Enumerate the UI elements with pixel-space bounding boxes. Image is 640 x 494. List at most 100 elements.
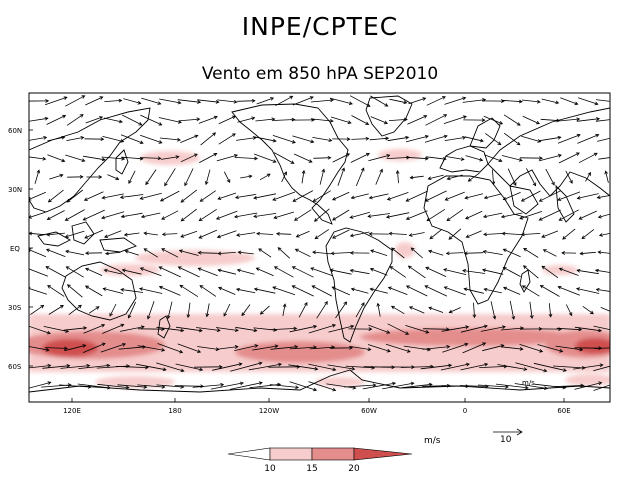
wind-vector-head	[293, 217, 298, 221]
wind-vector-head	[179, 284, 184, 289]
wind-vector	[137, 384, 165, 388]
wind-vector	[100, 343, 126, 353]
wind-vector	[109, 303, 117, 317]
wind-vector	[424, 135, 448, 143]
lat-label: 30N	[8, 186, 22, 194]
wind-vector-head	[84, 285, 89, 290]
wind-vector-head	[368, 327, 373, 331]
wind-vector	[314, 208, 330, 222]
wind-vector	[425, 114, 447, 126]
wind-vector-head	[95, 306, 100, 310]
wind-vector	[105, 251, 121, 255]
wind-vector-head	[505, 384, 509, 389]
wind-vector	[128, 301, 136, 319]
wind-vector	[316, 301, 328, 319]
wind-vector	[309, 346, 335, 350]
wind-vector	[29, 287, 48, 295]
wind-vector	[292, 190, 314, 202]
wind-vector-head	[304, 301, 308, 306]
wind-vector	[597, 137, 610, 142]
wind-vector	[460, 363, 488, 371]
wind-vector	[59, 384, 91, 388]
wind-vector-head	[481, 268, 487, 273]
wind-vector-head	[424, 198, 429, 202]
wind-vector	[598, 251, 610, 254]
wind-vector	[141, 157, 161, 159]
wind-vector-head	[428, 382, 433, 387]
wind-vector-head	[446, 344, 451, 349]
wind-vector	[85, 268, 103, 276]
wind-vector-head	[145, 181, 149, 186]
wind-vector-head	[557, 197, 562, 201]
wind-vector-head	[161, 385, 166, 389]
wind-vector	[140, 114, 162, 126]
wind-vector-head	[448, 309, 453, 314]
wind-vector-head	[236, 268, 241, 273]
wind-vector	[464, 252, 484, 254]
wind-vector-head	[443, 268, 448, 272]
wind-vector	[85, 116, 103, 124]
wind-vector-head	[177, 137, 181, 142]
wind-vector-head	[538, 217, 543, 221]
wind-vector	[179, 284, 199, 298]
wind-vector-head	[512, 182, 517, 187]
wind-vector	[514, 383, 548, 389]
wind-vector	[145, 169, 157, 185]
wind-vector-head	[329, 118, 334, 123]
wind-vector-head	[120, 288, 125, 292]
wind-vector-head	[617, 381, 620, 384]
wind-vector	[179, 250, 199, 256]
wind-vector	[236, 137, 256, 141]
wind-vector-head	[107, 385, 112, 390]
reference-vector-label: 10	[500, 435, 512, 445]
wind-vector-head	[45, 347, 50, 352]
wind-vector-head	[213, 152, 218, 157]
wind-vector	[256, 233, 274, 235]
wind-vector	[502, 233, 522, 235]
wind-vector	[387, 136, 409, 142]
wind-vector-head	[272, 138, 277, 143]
wind-vector-head	[597, 250, 602, 255]
wind-vector-head	[482, 250, 487, 254]
wind-vector-head	[180, 217, 185, 222]
wind-vector	[605, 171, 609, 183]
wind-vector-head	[479, 157, 484, 162]
wind-vector-head	[405, 135, 410, 140]
wind-vector-head	[484, 362, 489, 367]
wind-vector-head	[346, 137, 351, 141]
wind-vector-head	[217, 196, 222, 200]
wind-vector	[273, 211, 295, 219]
wind-vector	[187, 302, 191, 318]
wind-vector-head	[45, 248, 50, 253]
wind-vector	[180, 135, 198, 143]
wind-vector	[216, 210, 238, 220]
wind-vector	[332, 209, 350, 221]
wind-vector	[441, 326, 469, 332]
wind-vector-head	[313, 218, 318, 222]
wind-vector	[159, 286, 181, 296]
wind-vector	[178, 118, 200, 122]
wind-vector	[120, 289, 144, 293]
wind-vector	[64, 344, 86, 352]
wind-vector-head	[387, 286, 392, 291]
wind-vector-head	[350, 324, 355, 329]
wind-vector	[218, 133, 236, 145]
wind-vector-head	[341, 167, 345, 172]
wind-vector	[30, 305, 44, 315]
wind-vector	[140, 267, 162, 277]
wind-vector-head	[483, 195, 488, 200]
wind-vector	[389, 98, 407, 104]
wind-vector	[576, 118, 600, 122]
wind-vector	[349, 95, 371, 107]
wind-vector-head	[42, 156, 47, 161]
wind-vector-head	[351, 366, 356, 371]
wind-vector	[468, 172, 480, 182]
wind-vector-head	[237, 250, 242, 255]
wind-vector-head	[119, 195, 124, 200]
wind-vector	[313, 190, 331, 202]
wind-vector-head	[372, 383, 377, 388]
wind-vector	[425, 190, 447, 202]
wind-vector	[289, 346, 317, 350]
wind-vector-head	[617, 330, 620, 333]
wind-vector	[216, 346, 238, 350]
